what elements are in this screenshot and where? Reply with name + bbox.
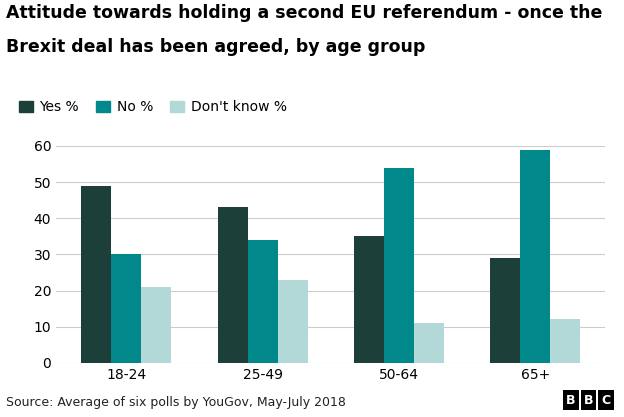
Text: Brexit deal has been agreed, by age group: Brexit deal has been agreed, by age grou…	[6, 38, 426, 55]
Text: B: B	[566, 394, 576, 407]
Text: C: C	[602, 394, 610, 407]
Bar	[550, 319, 580, 363]
Bar	[354, 236, 384, 363]
Bar	[414, 323, 444, 363]
Text: Attitude towards holding a second EU referendum - once the: Attitude towards holding a second EU ref…	[6, 4, 603, 22]
Legend: Yes %, No %, Don't know %: Yes %, No %, Don't know %	[13, 95, 292, 120]
Bar	[141, 287, 171, 363]
Bar	[278, 280, 308, 363]
Bar	[384, 168, 414, 363]
Text: Source: Average of six polls by YouGov, May-July 2018: Source: Average of six polls by YouGov, …	[6, 396, 346, 409]
Bar	[81, 186, 111, 363]
Bar	[520, 150, 550, 363]
Bar	[111, 254, 141, 363]
Bar	[218, 207, 248, 363]
Text: B: B	[583, 394, 593, 407]
Bar	[490, 258, 520, 363]
Bar	[248, 240, 278, 363]
